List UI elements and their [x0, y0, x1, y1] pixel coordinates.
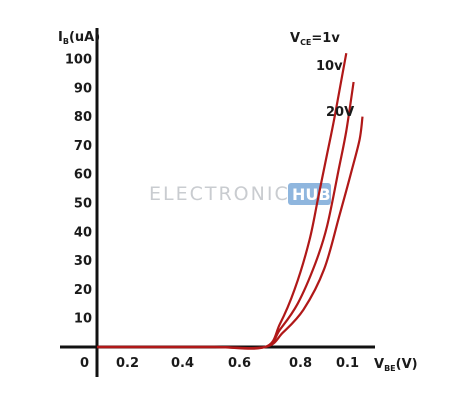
- x-tick-labels: 0.2 0.4 0.6 0.8 0.1: [116, 356, 359, 371]
- x-axis-title: VBE(V): [374, 357, 418, 373]
- y-tick-label: 60: [74, 168, 92, 183]
- watermark: ELECTRONICS HUB: [149, 183, 331, 205]
- y-tick-label: 40: [74, 225, 92, 240]
- series-label-vce-1v: VCE=1v: [290, 31, 340, 47]
- origin-label: 0: [80, 356, 89, 371]
- y-tick-label: 30: [74, 254, 92, 269]
- y-tick-label: 80: [74, 110, 92, 125]
- y-tick-label: 70: [74, 139, 92, 154]
- series-label-20v: 20V: [326, 105, 354, 120]
- x-tick-label: 0.2: [116, 356, 139, 371]
- series-label-10v: 10v: [316, 59, 343, 74]
- watermark-text: ELECTRONICS: [149, 183, 304, 205]
- y-tick-label: 20: [74, 283, 92, 298]
- x-tick-label: 0.4: [171, 356, 194, 371]
- y-tick-label: 10: [74, 312, 92, 327]
- x-tick-label: 0.8: [289, 356, 312, 371]
- y-tick-labels: 10 20 30 40 50 60 70 80 90 100: [65, 53, 92, 327]
- x-tick-label: 0.6: [228, 356, 251, 371]
- series-line-3: [97, 117, 363, 348]
- y-tick-label: 50: [74, 197, 92, 212]
- x-tick-label: 0.1: [336, 356, 359, 371]
- y-tick-label: 90: [74, 81, 92, 96]
- watermark-badge-text: HUB: [292, 185, 331, 204]
- y-tick-label: 100: [65, 53, 92, 68]
- y-axis-title: IB(uA): [58, 30, 100, 46]
